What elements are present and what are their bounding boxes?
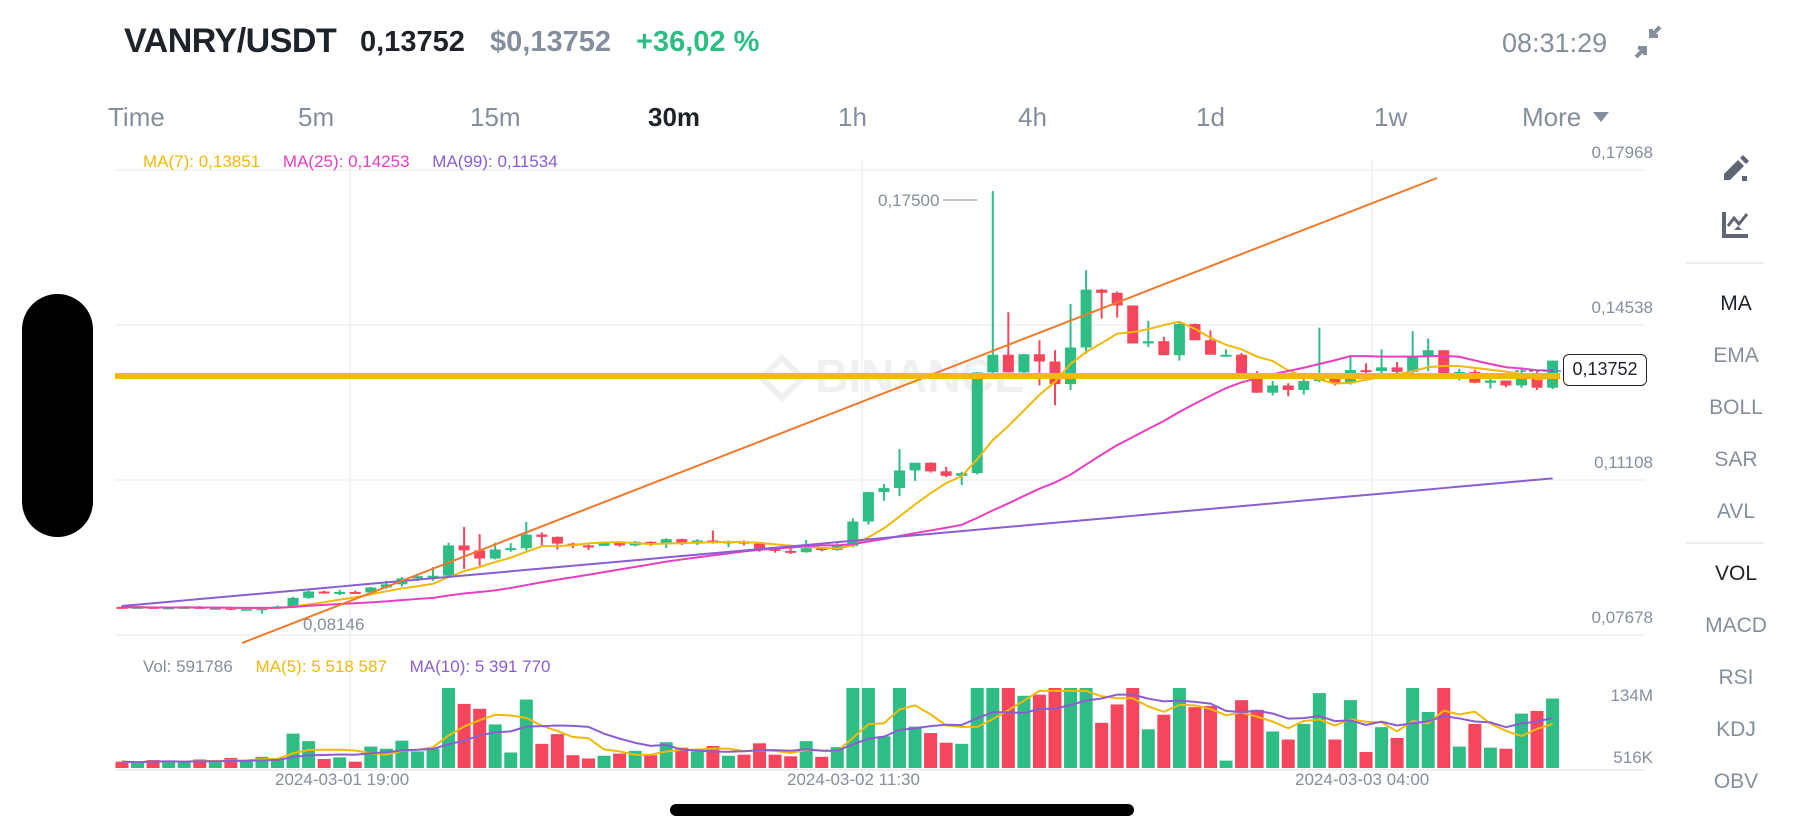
header: VANRY/USDT 0,13752 $0,13752 +36,02 % 08:…: [0, 0, 1795, 90]
volume-axis-label: 134M: [1610, 686, 1653, 705]
date-label: 2024-03-02 11:30: [787, 770, 920, 789]
svg-text:0,17500: 0,17500: [878, 191, 939, 210]
usd-price: $0,13752: [490, 26, 611, 58]
indicator-boll[interactable]: BOLL: [1709, 396, 1763, 419]
tab-more[interactable]: More: [1522, 102, 1610, 133]
current-price-tag: 0,13752: [1563, 354, 1647, 386]
svg-text:0,08146: 0,08146: [303, 615, 364, 634]
ma99-value: MA(99): 0,11534: [432, 152, 558, 171]
indicator-kdj[interactable]: KDJ: [1716, 718, 1756, 741]
indicator-ma[interactable]: MA: [1720, 292, 1752, 315]
tab-label: 1d: [1196, 102, 1225, 132]
tab-time[interactable]: Time: [108, 102, 165, 133]
indicator-sar[interactable]: SAR: [1714, 448, 1758, 471]
indicator-rsi[interactable]: RSI: [1718, 666, 1754, 689]
tab-5m[interactable]: 5m: [298, 102, 334, 133]
price-change-percent: +36,02 %: [636, 26, 760, 58]
tab-label: 1w: [1374, 102, 1408, 132]
vol-ma5-value: MA(5): 5 518 587: [255, 657, 387, 676]
ma7-value: MA(7): 0,13851: [143, 152, 261, 171]
indicator-sidebar: MA EMA BOLL SAR AVL VOL MACD RSI KDJ OBV: [1686, 140, 1792, 828]
indicator-avl[interactable]: AVL: [1716, 500, 1756, 523]
vol-ma10-value: MA(10): 5 391 770: [409, 657, 551, 676]
tab-1w[interactable]: 1w: [1374, 102, 1407, 133]
tab-label: More: [1522, 102, 1582, 132]
price-axis-label: 0,17968: [1591, 143, 1653, 162]
tab-label: 15m: [470, 102, 521, 132]
indicator-vol[interactable]: VOL: [1714, 562, 1758, 585]
volume-legend: Vol: 591786 MA(5): 5 518 587 MA(10): 5 3…: [143, 657, 568, 677]
pair-title[interactable]: VANRY/USDT: [124, 22, 337, 60]
tab-label: 30m: [648, 102, 701, 132]
volume-value: Vol: 591786: [143, 657, 233, 676]
indicator-ema[interactable]: EMA: [1713, 344, 1759, 367]
indicator-macd[interactable]: MACD: [1705, 614, 1767, 637]
tab-4h[interactable]: 4h: [1018, 102, 1047, 133]
indicator-obv[interactable]: OBV: [1713, 770, 1759, 793]
tab-30m[interactable]: 30m: [648, 102, 700, 133]
volume-axis-label: 516K: [1613, 748, 1653, 767]
tab-15m[interactable]: 15m: [470, 102, 521, 133]
ma-legend: MA(7): 0,13851 MA(25): 0,14253 MA(99): 0…: [143, 152, 576, 172]
tab-1d[interactable]: 1d: [1196, 102, 1225, 133]
price-axis-label: 0,14538: [1591, 298, 1653, 317]
price-axis-label: 0,11108: [1594, 453, 1653, 472]
last-price: 0,13752: [360, 26, 465, 58]
indicator-chart-icon[interactable]: [1716, 204, 1756, 244]
date-label: 2024-03-01 19:00: [275, 770, 410, 789]
clock: 08:31:29: [1502, 28, 1608, 58]
tab-label: 5m: [298, 102, 335, 132]
tab-label: 1h: [838, 102, 867, 132]
tab-1h[interactable]: 1h: [838, 102, 867, 133]
interval-tabs: Time 5m 15m 30m 1h 4h 1d 1w More: [0, 96, 1795, 142]
side-handle[interactable]: [22, 294, 93, 537]
home-indicator[interactable]: [670, 804, 1134, 816]
draw-tool-icon[interactable]: [1716, 150, 1756, 190]
caret-down-icon: [1593, 112, 1610, 123]
date-label: 2024-03-03 04:00: [1295, 770, 1430, 789]
tab-label: Time: [108, 102, 165, 132]
price-axis-label: 0,07678: [1591, 608, 1653, 627]
collapse-arrows-icon[interactable]: [1630, 24, 1666, 60]
ma25-value: MA(25): 0,14253: [282, 152, 410, 171]
tab-label: 4h: [1018, 102, 1047, 132]
